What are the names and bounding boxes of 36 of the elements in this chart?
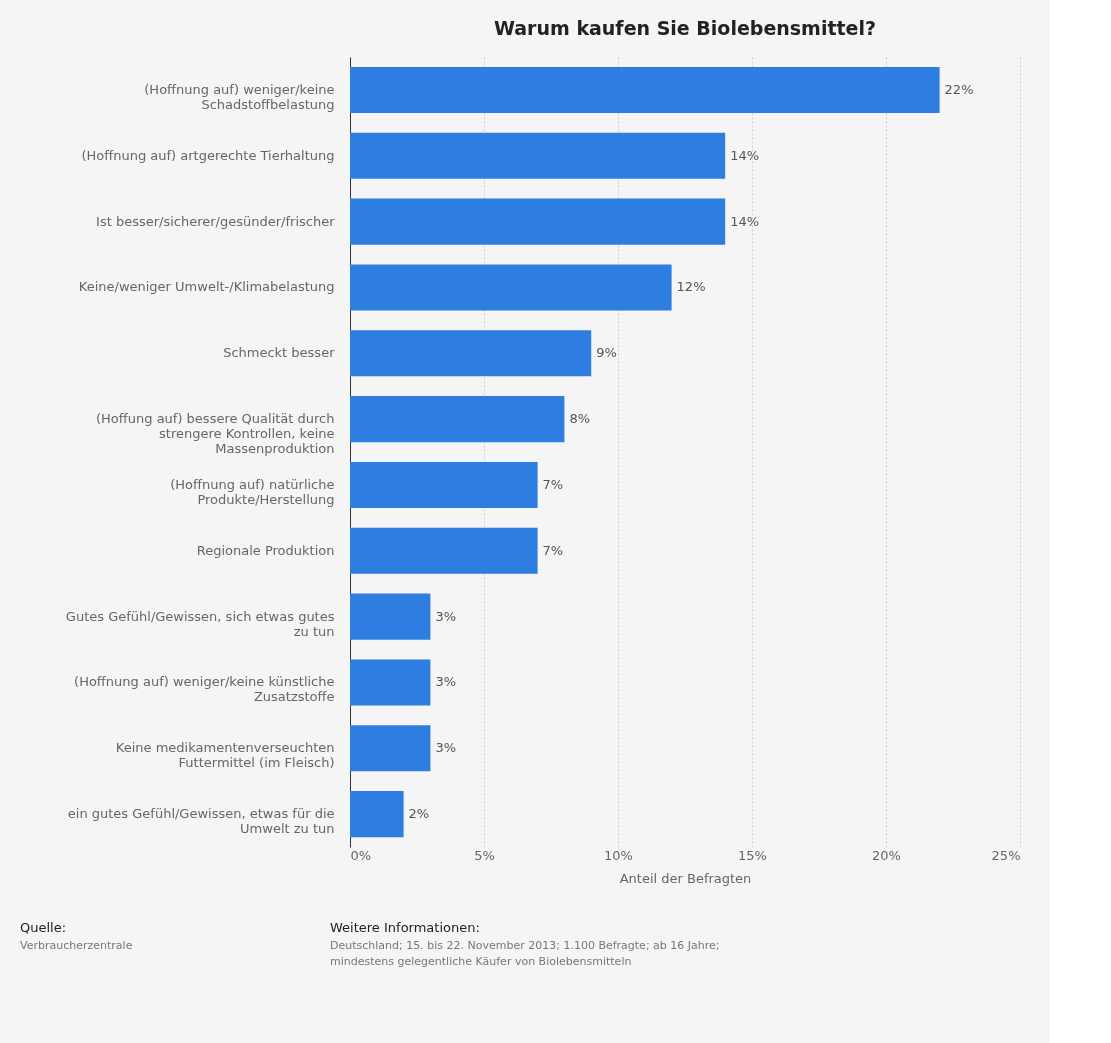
data-label: 2% — [408, 806, 430, 822]
data-label: 12% — [676, 279, 706, 295]
y-tick-label: (Hoffnung auf) artgerechte Tierhaltung — [81, 147, 335, 163]
chart-title: Warum kaufen Sie Biolebensmittel? — [493, 17, 877, 39]
text: Weitere Informationen: — [330, 920, 480, 935]
x-tick-label: 10% — [604, 847, 633, 863]
source-note: Quelle: — [20, 920, 67, 935]
x-tick-label: 15% — [738, 847, 767, 863]
x-tick-label: 20% — [872, 847, 901, 863]
y-tick-label: Ist besser/sicherer/gesünder/frischer — [96, 213, 336, 229]
data-label: 7% — [542, 542, 564, 558]
x-tick-label: 5% — [474, 847, 495, 863]
y-tick-label: (Hoffung auf) bessere Qualität durch strengere Kontrollen, keine Massenproduktion — [96, 411, 335, 457]
y-tick-label: (Hoffnung auf) weniger/keine Schadstoffbelastung — [144, 81, 335, 112]
y-tick-label: Regionale Produktion — [196, 542, 335, 558]
data-label: 3% — [435, 674, 457, 690]
data-label: 3% — [435, 608, 457, 624]
y-tick-label: ein gutes Gefühl/Gewissen, etwas für die Umwelt zu tun — [67, 806, 335, 837]
text: Deutschland; 15. bis 22. November 2013; 1.100 Befragte; ab 16 Jahre; mindestens gelegentliche Käufer von Biolebensmitteln — [330, 939, 720, 968]
x-tick-label: 25% — [991, 847, 1021, 863]
text: Verbraucherzentrale — [20, 939, 133, 952]
y-tick-label: Schmeckt besser — [223, 345, 336, 361]
y-tick-label: Keine/weniger Umwelt-/Klimabelastung — [78, 279, 335, 295]
data-label: 9% — [596, 345, 617, 361]
y-tick-label: (Hoffnung auf) natürliche Produkte/Herstellung — [170, 476, 335, 507]
y-tick-label: Keine medikamentenverseuchten Futtermittel (im Fleisch) — [115, 740, 335, 771]
data-label: 8% — [569, 411, 591, 427]
x-tick-label: 0% — [350, 847, 372, 863]
x-axis-title: Anteil der Befragten — [619, 870, 752, 886]
y-tick-label: (Hoffnung auf) weniger/keine künstliche Zusatzstoffe — [74, 674, 335, 705]
data-label: 14% — [730, 147, 760, 163]
data-label: 7% — [542, 476, 564, 492]
y-tick-label: Gutes Gefühl/Gewissen, sich etwas gutes zu tun — [65, 608, 335, 639]
data-label: 3% — [435, 740, 457, 756]
data-label: 14% — [730, 213, 760, 229]
data-label: 22% — [944, 81, 974, 97]
